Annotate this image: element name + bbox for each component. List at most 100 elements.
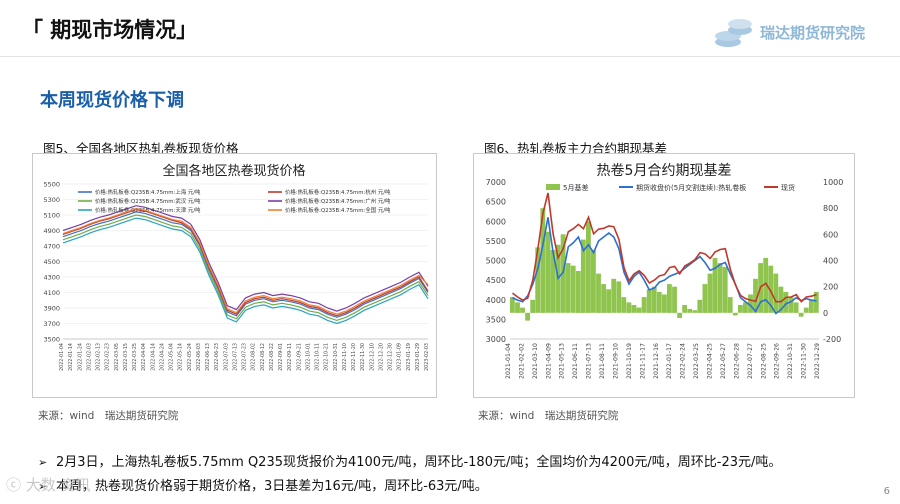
bullet-point: ➢ 2月3日，上海热轧卷板5.75mm Q235现货报价为4100元/吨，周环比-… [38,451,781,470]
y-tick-label: 3700 [43,320,60,328]
x-tick-label: 2021-03-10 [532,343,539,379]
basis-bar [813,291,819,313]
basis-bar [565,263,571,313]
basis-bar [525,312,531,321]
basis-bar [646,289,652,313]
legend-entry: 价格:热轧板卷:Q235B:4.75mm:广州 元/吨 [285,197,391,205]
y-tick-label-right: 600 [823,230,838,239]
x-tick-label: 2022-11-30 [801,343,808,379]
x-tick-label: 2022-12-10 [369,343,375,371]
x-tick-label: 2021-07-13 [586,343,593,379]
figure-5-title: 图5、全国各地区热轧卷板现货价格 [43,141,239,156]
x-tick-label: 2022-09-21 [296,343,302,371]
bullet-arrow-icon: ➢ [38,456,48,469]
basis-bar [727,297,733,313]
basis-bar [712,257,718,313]
x-tick-label: 2022-06-23 [214,343,220,371]
y-tick-label-right: 800 [823,204,838,213]
y-tick-label-left: 4500 [486,276,506,285]
x-tick-label: 2022-12-30 [388,343,394,371]
header-divider [0,56,900,57]
basis-bar [616,281,622,313]
series-line [62,205,429,312]
basis-bar [651,286,657,313]
basis-bar [763,257,769,313]
y-tick-label: 5500 [43,181,60,189]
y-tick-label-left: 6500 [486,198,506,207]
x-tick-label: 2022-01-14 [68,343,74,371]
basis-bar [621,297,627,313]
x-tick-label: 2022-05-27 [720,343,727,379]
basis-bar [768,265,774,313]
chart-title: 热卷5月合约期现基差 [597,162,732,179]
y-tick-label: 3900 [43,305,60,313]
section-title: 本周现货价格下调 [40,90,184,111]
chart-title: 全国各地区热卷现货价格 [162,163,305,179]
y-tick-label-right: 1000 [823,178,843,187]
basis-bar [753,278,758,313]
x-tick-label: 2022-02-13 [96,343,102,371]
x-tick-label: 2021-08-11 [599,343,606,379]
basis-bar [631,305,637,313]
legend-entry: 5月基差 [563,183,588,192]
x-tick-label: 2022-07-23 [242,343,248,371]
basis-bar [530,299,536,313]
basis-bar [748,294,753,313]
watermark: ⓒ 大数 资讯 [6,476,91,494]
basis-bar [550,250,556,313]
y-tick-label-left: 5500 [486,237,506,246]
x-tick-label: 2022-10-11 [315,343,321,371]
x-tick-label: 2022-12-29 [814,343,821,379]
basis-bar [510,297,515,313]
y-tick-label-left: 6000 [486,217,506,226]
x-tick-label: 2022-08-25 [760,343,767,379]
basis-bar [788,297,794,313]
figure-6-source: 来源：wind 瑞达期货研究院 [478,410,619,422]
x-tick-label: 2023-01-29 [415,343,421,371]
x-tick-label: 2022-05-04 [169,343,175,371]
y-tick-label: 5300 [43,196,60,204]
y-tick-label-right: 0 [823,309,828,318]
basis-bar [783,291,789,313]
x-tick-label: 2022-04-25 [707,343,714,379]
legend-entry: 价格:热轧板卷:Q235B:4.75mm:武汉 元/吨 [95,197,201,205]
basis-bar [677,312,683,318]
x-tick-label: 2021-11-17 [639,343,646,379]
basis-bar [662,294,667,313]
logo: 瑞达期货研究院 [712,12,882,52]
y-tick-label-right: 400 [823,257,838,266]
x-tick-label: 2021-04-09 [545,343,552,379]
basis-bar [738,305,743,313]
y-tick-label-left: 3500 [486,315,506,324]
basis-bar [732,312,738,316]
series-line [512,192,817,303]
x-tick-label: 2021-10-19 [626,343,633,379]
series-line [512,217,817,315]
x-tick-label: 2022-07-27 [747,343,754,379]
y-tick-label: 4700 [43,243,60,251]
figure-6-panel: 热卷5月合约期现基差 3000 3500 4000 4500 5000 5500 6000 65… [473,153,855,398]
x-tick-label: 2022-04-14 [150,343,156,371]
basis-bar [580,239,586,313]
figure-6-title: 图6、热轧卷板主力合约期现基差 [484,141,667,156]
y-tick-label: 3500 [43,336,60,344]
logo-text: 瑞达期货研究院 [760,24,866,42]
basis-bar [692,310,698,313]
basis-bar [793,302,799,313]
x-tick-label: 2023-02-03 [424,343,430,371]
x-tick-label: 2022-05-14 [178,343,184,371]
x-tick-label: 2022-02-03 [86,343,92,371]
x-tick-label: 2021-01-04 [505,343,512,379]
y-tick-label: 5100 [43,212,60,220]
x-tick-label: 2022-09-26 [774,343,781,379]
basis-bar [808,299,814,313]
basis-bar [575,271,581,313]
x-tick-label: 2023-01-19 [406,343,412,371]
x-tick-label: 2022-01-04 [59,343,65,371]
basis-bar [520,307,525,313]
basis-bar [743,302,748,313]
x-tick-label: 2022-08-12 [260,343,266,371]
basis-bar [586,221,591,313]
basis-bar [591,250,596,313]
legend-entry: 价格:热轧板卷:Q235B:4.75mm:全国 元/吨 [285,206,391,214]
